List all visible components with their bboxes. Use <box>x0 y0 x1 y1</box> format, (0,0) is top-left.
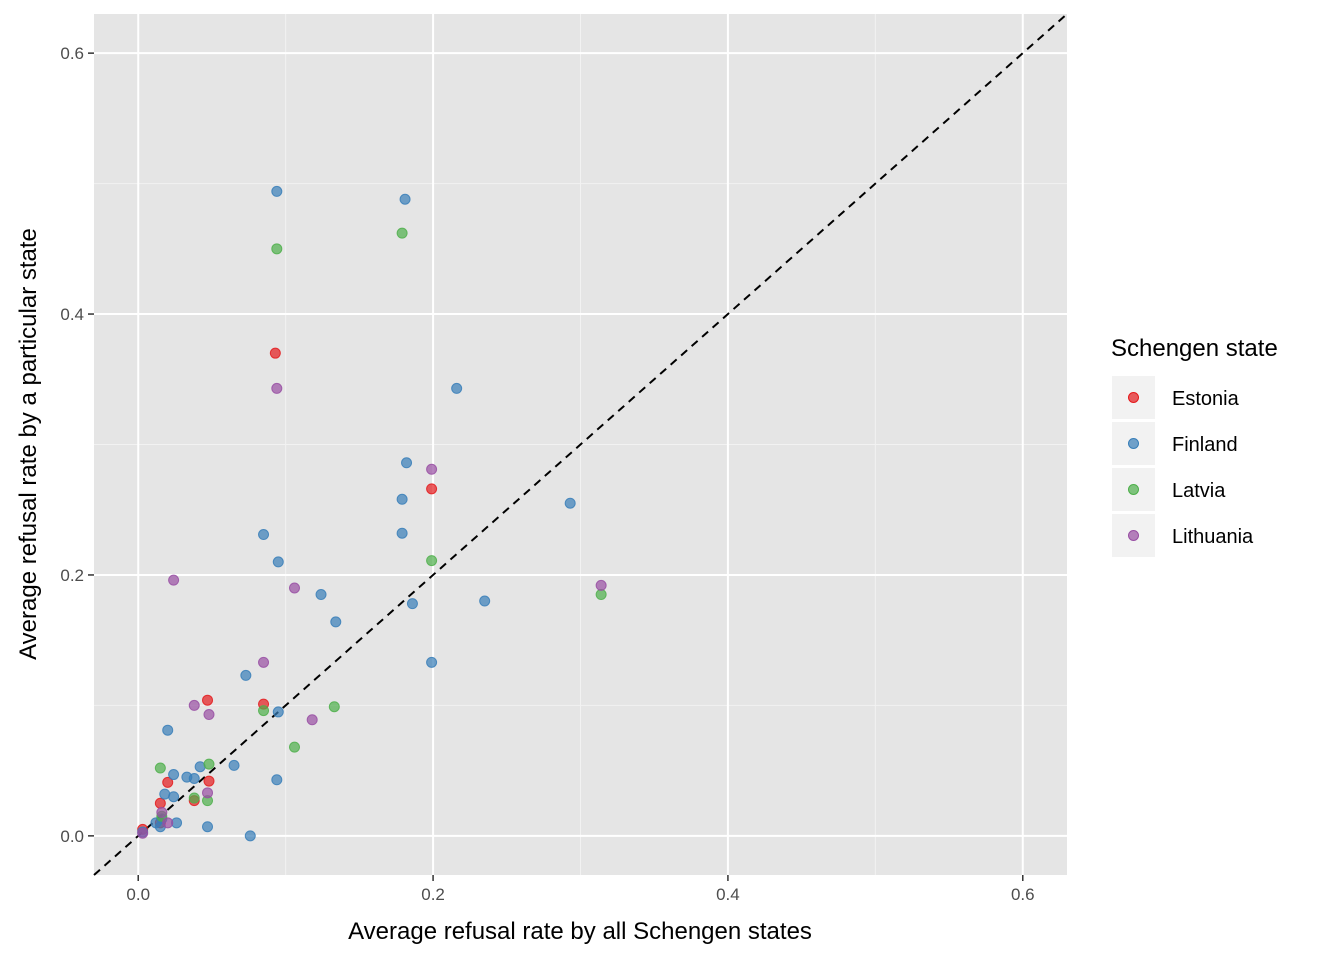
point-estonia <box>162 776 174 788</box>
point-finland <box>240 669 252 681</box>
legend-marker <box>1128 530 1139 541</box>
point-latvia <box>154 762 166 774</box>
legend-marker <box>1128 484 1139 495</box>
point-estonia <box>269 347 281 359</box>
point-latvia <box>328 701 340 713</box>
point-lithuania <box>162 817 174 829</box>
point-finland <box>401 457 413 469</box>
point-finland <box>271 774 283 786</box>
point-finland <box>272 556 284 568</box>
x-tick-label: 0.2 <box>421 885 445 904</box>
x-axis-title: Average refusal rate by all Schengen sta… <box>348 918 812 945</box>
reference-line-layer <box>93 13 1068 876</box>
point-latvia <box>188 792 200 804</box>
point-lithuania <box>168 574 180 586</box>
point-finland <box>406 598 418 610</box>
legend-item-estonia: Estonia <box>1112 376 1240 419</box>
point-lithuania <box>137 827 149 839</box>
point-lithuania <box>595 579 607 591</box>
x-tick-label: 0.0 <box>126 885 150 904</box>
point-finland <box>272 706 284 718</box>
legend-marker <box>1128 438 1139 449</box>
x-tick-label: 0.6 <box>1011 885 1035 904</box>
point-latvia <box>288 741 300 753</box>
point-finland <box>315 589 327 601</box>
point-finland <box>162 724 174 736</box>
point-lithuania <box>271 382 283 394</box>
legend-label: Estonia <box>1172 388 1240 410</box>
point-finland <box>202 821 214 833</box>
legend-item-lithuania: Lithuania <box>1112 514 1254 557</box>
point-finland <box>426 656 438 668</box>
y-tick-label: 0.6 <box>60 44 84 63</box>
point-finland <box>188 772 200 784</box>
point-lithuania <box>203 709 215 721</box>
point-finland <box>258 529 270 541</box>
point-lithuania <box>156 806 168 818</box>
legend-item-finland: Finland <box>1112 422 1238 465</box>
legend-label: Lithuania <box>1172 526 1254 548</box>
point-finland <box>330 616 342 628</box>
point-latvia <box>426 555 438 567</box>
legend-title: Schengen state <box>1111 335 1278 362</box>
point-finland <box>168 769 180 781</box>
point-finland <box>271 185 283 197</box>
point-finland <box>244 830 256 842</box>
y-axis-title: Average refusal rate by a particular sta… <box>15 228 42 660</box>
legend-label: Latvia <box>1172 480 1226 502</box>
legend-item-latvia: Latvia <box>1112 468 1226 511</box>
legend: Schengen state Estonia Finland Latvia Lithu… <box>1111 335 1278 557</box>
point-finland <box>399 193 411 205</box>
axes: 0.0 0.2 0.4 0.6 0.0 0.2 0.4 0.6 <box>60 44 1034 904</box>
point-finland <box>228 759 240 771</box>
point-latvia <box>595 589 607 601</box>
point-latvia <box>258 705 270 717</box>
y-tick-label: 0.4 <box>60 305 84 324</box>
point-lithuania <box>258 656 270 668</box>
point-lithuania <box>306 714 318 726</box>
point-estonia <box>203 775 215 787</box>
legend-label: Finland <box>1172 434 1238 456</box>
identity-reference-line <box>93 13 1068 876</box>
point-finland <box>396 493 408 505</box>
series-lithuania <box>137 382 607 839</box>
point-estonia <box>202 694 214 706</box>
y-tick-label: 0.2 <box>60 566 84 585</box>
x-tick-label: 0.4 <box>716 885 740 904</box>
y-tick-label: 0.0 <box>60 827 84 846</box>
legend-marker <box>1128 392 1139 403</box>
point-estonia <box>426 483 438 495</box>
data-points <box>137 185 607 842</box>
point-finland <box>479 595 491 607</box>
point-latvia <box>271 243 283 255</box>
point-latvia <box>396 227 408 239</box>
point-lithuania <box>202 787 214 799</box>
point-lithuania <box>188 699 200 711</box>
point-finland <box>168 791 180 803</box>
point-finland <box>564 497 576 509</box>
point-lithuania <box>426 463 438 475</box>
point-latvia <box>203 758 215 770</box>
point-finland <box>451 382 463 394</box>
grid-lines <box>94 14 1067 875</box>
point-finland <box>396 527 408 539</box>
point-lithuania <box>288 582 300 594</box>
point-estonia <box>154 797 166 809</box>
